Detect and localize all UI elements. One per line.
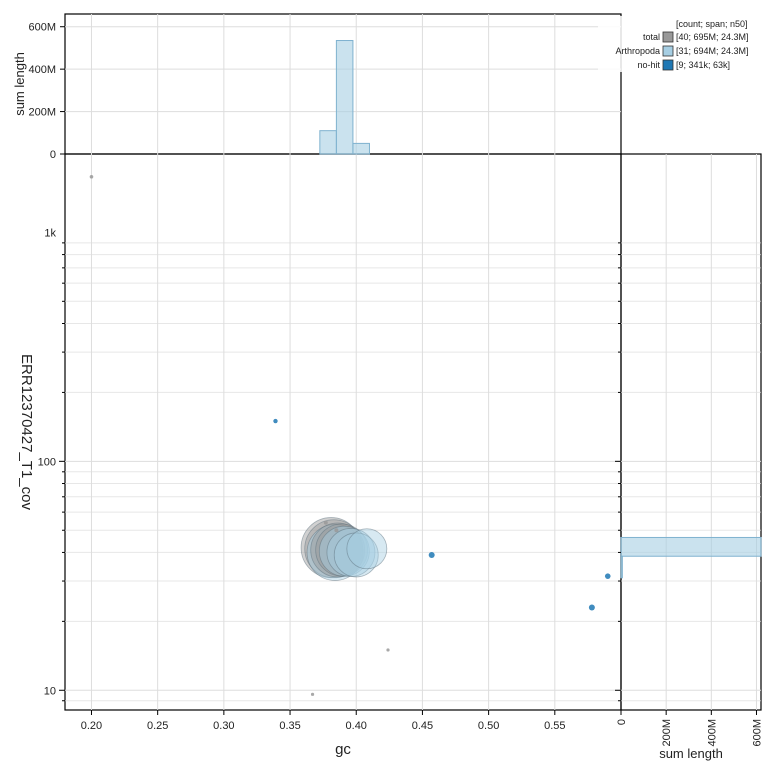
top-y-tick-label: 600M [28,22,56,34]
y-tick-label: 10 [44,685,56,697]
top-histogram-bar [335,40,354,155]
scatter-point-total [310,692,315,696]
scatter-point-arthropoda [346,528,388,570]
top-y-tick-label: 400M [28,64,56,76]
scatter-point-total [323,520,328,525]
right-histogram-x-title: sum length [659,746,723,761]
right-histogram-gridlines [621,154,761,710]
y-tick-label: 1k [44,227,56,239]
legend-stats-arthropoda: [31; 694M; 24.3M] [676,46,749,56]
right-x-tick-label: 200M [661,719,673,747]
x-axis-title: gc [335,741,351,758]
legend-stats-no-hit: [9; 341k; 63k] [676,60,730,70]
top-histogram-y-title: sum length [12,52,27,116]
y-axis-title: ERR12370427_T1_cov [18,354,35,510]
scatter-point-arthropoda [333,532,379,578]
y-axis-ticks: 10 100 1k [38,227,621,702]
scatter-point-total [89,174,94,179]
x-tick-label: 0.30 [213,720,234,732]
top-histogram-bars [319,40,370,155]
scatter-point-no-hit [273,418,278,424]
x-tick-label: 0.55 [544,720,565,732]
top-histogram-bar [352,142,370,155]
x-tick-label: 0.45 [412,720,433,732]
x-tick-label: 0.25 [147,720,168,732]
legend-swatch-no-hit [662,59,674,71]
x-tick-label: 0.50 [478,720,499,732]
right-x-tick-label: 600M [751,719,763,747]
x-axis-ticks: 0.20 0.25 0.30 0.35 0.40 0.45 0.50 0.55 [81,710,566,732]
scatter-points [89,174,611,696]
scatter-point-no-hit [604,573,611,579]
x-tick-label: 0.20 [81,720,102,732]
legend-swatch-arthropoda [662,45,674,57]
scatter-point-no-hit [588,604,595,611]
legend-entry-total: total [40; 695M; 24.3M] [643,31,749,43]
top-histogram-bar [319,130,337,155]
top-y-tick-label: 0 [50,149,56,161]
legend: [count; span; n50] total [40; 695M; 24.3… [598,16,768,72]
right-histogram-x-ticks: 0 200M 400M 600M [616,710,763,747]
legend-header: [count; span; n50] [676,19,748,29]
scatter-point-arthropoda [318,525,370,577]
legend-label-arthropoda: Arthropoda [615,46,660,56]
right-histogram-bar [620,555,623,579]
legend-swatch-total [662,31,674,43]
right-histogram-bar [620,536,762,557]
legend-entry-no-hit: no-hit [9; 341k; 63k] [637,59,730,71]
right-x-tick-label: 400M [706,719,718,747]
scatter-point-no-hit [428,551,435,558]
legend-background [598,16,768,72]
top-y-tick-label: 200M [28,107,56,119]
top-histogram-y-ticks: 0 200M 400M 600M [28,22,65,161]
main-plot-frame [64,153,622,711]
legend-stats-total: [40; 695M; 24.3M] [676,32,749,42]
right-x-tick-label: 0 [616,719,628,725]
legend-label-no-hit: no-hit [637,60,660,70]
x-tick-label: 0.35 [279,720,300,732]
legend-entry-arthropoda: Arthropoda [31; 694M; 24.3M] [615,45,749,57]
right-histogram-frame [620,153,762,711]
scatter-point-total [386,648,390,652]
x-tick-label: 0.40 [346,720,367,732]
y-tick-label: 100 [38,456,56,468]
right-histogram-bars [620,536,762,579]
scatter-point-total [334,528,339,533]
main-gridlines [65,154,621,710]
legend-label-total: total [643,32,660,42]
